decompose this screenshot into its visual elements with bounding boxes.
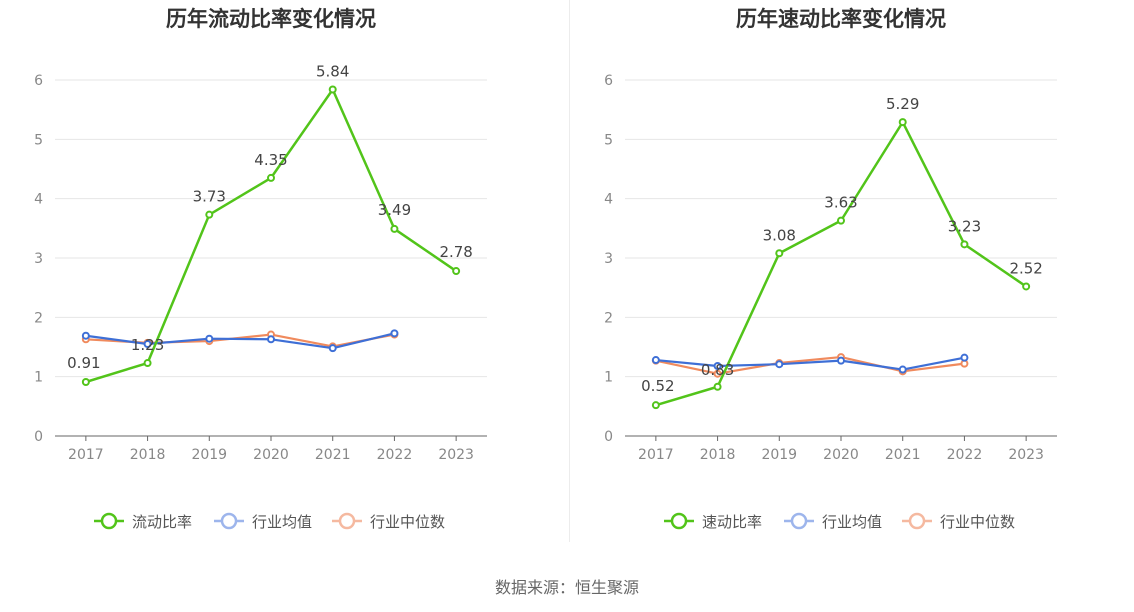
data-point xyxy=(81,331,90,340)
legend-label: 速动比率 xyxy=(702,513,762,531)
data-point xyxy=(452,267,461,276)
data-label: 3.63 xyxy=(824,194,857,212)
data-point xyxy=(267,173,275,182)
y-tick-label: 1 xyxy=(34,370,43,386)
legend-label: 行业均值 xyxy=(252,513,312,531)
x-tick-label: 2018 xyxy=(700,447,736,463)
legend-label: 行业均值 xyxy=(822,513,882,531)
legend-marker xyxy=(220,512,238,530)
data-point xyxy=(143,340,152,349)
data-point xyxy=(1022,282,1031,291)
legend-marker xyxy=(670,512,688,530)
x-tick-label: 2022 xyxy=(377,447,413,463)
legend-marker xyxy=(338,512,356,530)
data-label: 3.49 xyxy=(378,201,411,219)
data-point xyxy=(390,329,399,338)
data-label: 4.35 xyxy=(254,151,287,169)
series-line xyxy=(655,356,965,371)
data-point xyxy=(775,249,784,258)
y-tick-label: 6 xyxy=(34,73,43,89)
data-label: 0.91 xyxy=(67,354,100,372)
data-point xyxy=(390,224,399,233)
data-label: 3.23 xyxy=(948,217,981,235)
legend-item: 行业中位数 xyxy=(902,512,1015,531)
legend-marker xyxy=(908,512,926,530)
data-label: 2.52 xyxy=(1009,259,1042,277)
x-tick-label: 2019 xyxy=(761,447,797,463)
data-point xyxy=(143,359,152,368)
data-label: 3.08 xyxy=(763,226,796,244)
y-tick-label: 4 xyxy=(604,192,613,208)
chart-title: 历年速动比率变化情况 xyxy=(736,7,946,31)
legend-item: 行业中位数 xyxy=(332,512,445,531)
x-tick-label: 2021 xyxy=(885,447,921,463)
x-tick-label: 2021 xyxy=(315,447,351,463)
y-tick-label: 3 xyxy=(34,251,43,267)
y-tick-label: 0 xyxy=(34,429,43,445)
legend-item: 流动比率 xyxy=(94,512,192,531)
y-tick-label: 3 xyxy=(604,251,613,267)
data-point xyxy=(651,401,660,410)
data-label: 5.84 xyxy=(316,62,349,80)
legend-item: 行业均值 xyxy=(784,512,882,531)
data-label: 3.73 xyxy=(193,188,226,206)
data-point xyxy=(81,378,90,387)
x-tick-label: 2017 xyxy=(638,447,674,463)
legend-label: 行业中位数 xyxy=(370,513,445,531)
y-tick-label: 5 xyxy=(34,132,43,148)
data-point xyxy=(713,361,722,370)
data-label: 0.83 xyxy=(701,361,734,379)
y-tick-label: 1 xyxy=(604,370,613,386)
legend-marker xyxy=(100,512,118,530)
chart-current-ratio: 历年流动比率变化情况 0 1 2 3 4 5 6 2017 2018 2019 2020 2021 202… xyxy=(0,0,567,560)
series-line xyxy=(85,332,395,350)
data-point xyxy=(328,85,337,94)
legend-item: 行业均值 xyxy=(214,512,312,531)
x-tick-label: 2019 xyxy=(191,447,227,463)
series-line xyxy=(655,355,965,375)
legend-marker xyxy=(790,512,808,530)
y-tick-label: 2 xyxy=(34,310,43,326)
data-point xyxy=(328,344,337,353)
data-point xyxy=(267,335,275,344)
data-point xyxy=(898,118,907,127)
y-tick-label: 6 xyxy=(604,73,613,89)
data-point xyxy=(960,240,969,249)
x-tick-label: 2020 xyxy=(823,447,859,463)
data-point xyxy=(960,353,969,362)
data-label: 0.52 xyxy=(641,377,674,395)
x-tick-label: 2023 xyxy=(1008,447,1044,463)
data-point xyxy=(651,356,660,365)
chart-title: 历年流动比率变化情况 xyxy=(166,7,376,31)
chart-current-ratio-svg: 历年流动比率变化情况 0 1 2 3 4 5 6 2017 2018 2019 2020 2021 202… xyxy=(34,7,487,531)
data-point xyxy=(713,382,722,391)
data-label: 1.23 xyxy=(131,336,164,354)
legend-label: 流动比率 xyxy=(132,513,192,531)
data-point xyxy=(775,360,784,369)
x-tick-label: 2022 xyxy=(947,447,983,463)
data-point xyxy=(205,210,214,219)
data-label: 2.78 xyxy=(439,243,472,261)
chart-quick-ratio-svg: 历年速动比率变化情况 0 1 2 3 4 5 6 2017 2018 2019 2020 2021 202… xyxy=(604,7,1057,531)
data-point xyxy=(837,356,845,365)
legend-item: 速动比率 xyxy=(664,512,762,531)
data-source-label: 数据来源：恒生聚源 xyxy=(494,578,639,597)
legend-label: 行业中位数 xyxy=(940,513,1015,531)
chart-quick-ratio: 历年速动比率变化情况 0 1 2 3 4 5 6 2017 2018 2019 2020 2021 202… xyxy=(570,0,1134,560)
y-tick-label: 2 xyxy=(604,310,613,326)
data-point xyxy=(837,216,845,225)
data-point xyxy=(713,369,722,378)
x-tick-label: 2018 xyxy=(130,447,166,463)
data-point xyxy=(205,334,214,343)
y-tick-label: 0 xyxy=(604,429,613,445)
x-tick-label: 2023 xyxy=(438,447,474,463)
data-point xyxy=(898,365,907,374)
y-tick-label: 4 xyxy=(34,192,43,208)
data-label: 5.29 xyxy=(886,95,919,113)
x-tick-label: 2017 xyxy=(68,447,104,463)
y-tick-label: 5 xyxy=(604,132,613,148)
x-tick-label: 2020 xyxy=(253,447,289,463)
panel-divider xyxy=(569,0,570,542)
